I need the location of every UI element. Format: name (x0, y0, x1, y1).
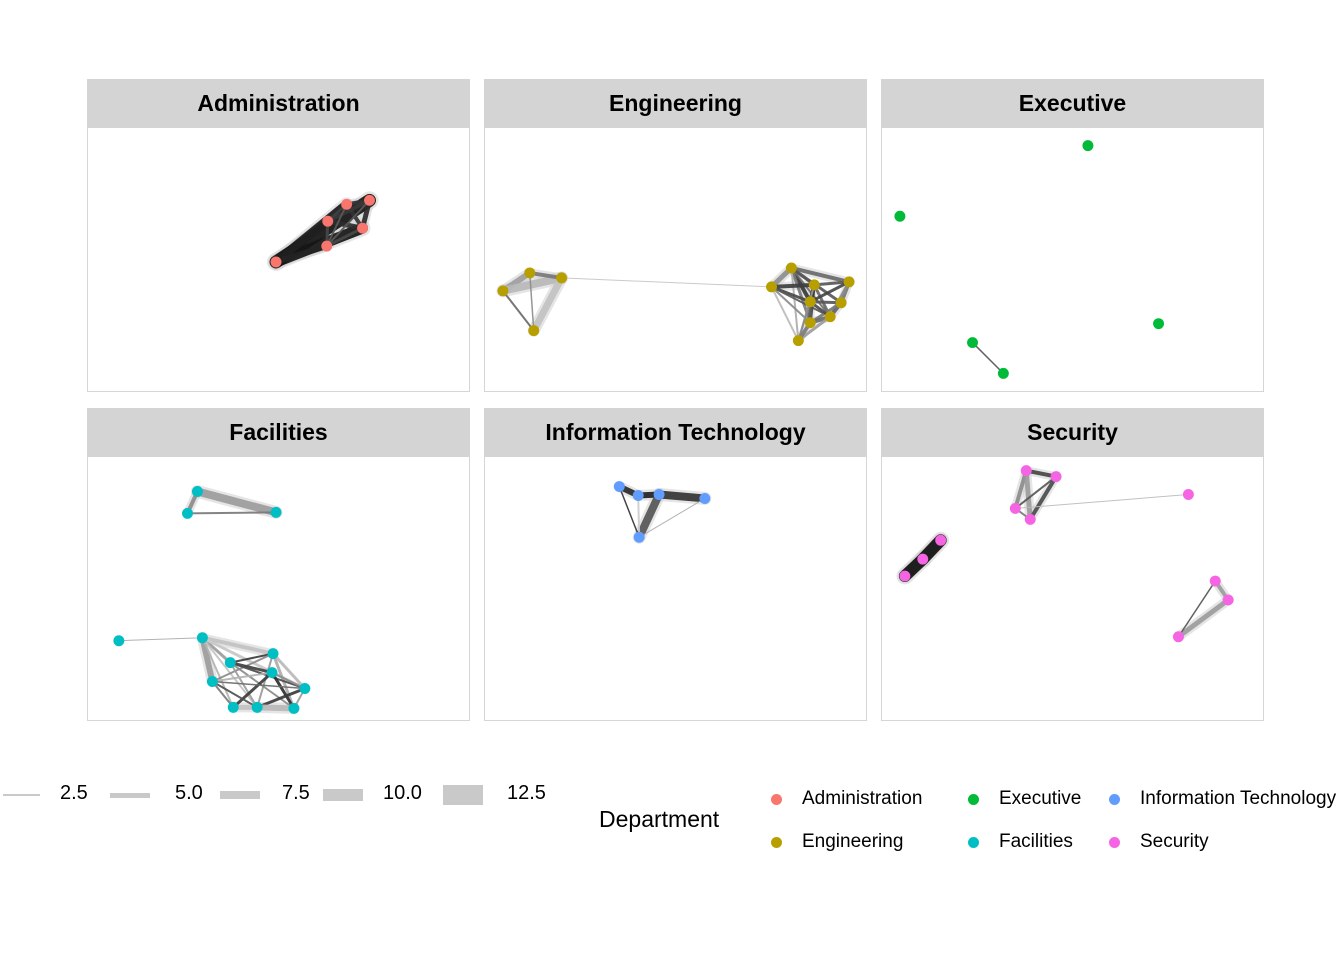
facet-title: Facilities (229, 419, 328, 445)
facet-panel (484, 128, 867, 392)
facet-title: Information Technology (545, 419, 806, 445)
facet-strip: Security (881, 408, 1264, 457)
legend-entry-engineering: Engineering (771, 831, 903, 853)
facet-strip: Executive (881, 79, 1264, 128)
edge-width-label: 12.5 (507, 782, 546, 804)
facet-facilities: Facilities (87, 408, 470, 721)
network-graph-executive (894, 140, 1165, 379)
legend-entry-facilities: Facilities (968, 831, 1073, 853)
facet-panel (87, 457, 470, 721)
legend-label: Information Technology (1140, 788, 1337, 809)
facet-strip: Engineering (484, 79, 867, 128)
administration-dot-icon (771, 793, 782, 805)
engineering-dot-icon (771, 836, 782, 848)
legend-entry-executive: Executive (968, 788, 1081, 810)
edge-width-label: 7.5 (282, 782, 310, 804)
facet-administration: Administration (87, 79, 470, 392)
facet-executive: Executive (881, 79, 1264, 392)
network-graph-security (896, 465, 1234, 643)
edge-width-label: 10.0 (383, 782, 422, 804)
facet-title: Administration (197, 90, 360, 116)
facet-engineering: Engineering (484, 79, 867, 392)
facet-title: Engineering (609, 90, 742, 116)
legend-label: Administration (802, 788, 923, 809)
edge-width-key-10-0 (323, 789, 363, 801)
facilities-dot-icon (968, 836, 979, 848)
information-technology-dot-icon (1109, 793, 1120, 805)
edge-width-key-7-5 (220, 791, 260, 799)
network-graph-security (613, 481, 712, 544)
legend-entry-administration: Administration (771, 788, 922, 810)
facet-information-technology: Information Technology (484, 408, 867, 721)
facet-title: Executive (1018, 90, 1127, 116)
network-graph-administration (267, 191, 379, 271)
network-graph-engineering (496, 262, 855, 347)
facet-strip: Administration (87, 79, 470, 128)
facet-strip: Information Technology (484, 408, 867, 457)
legend-entry-information-technology: Information Technology (1109, 788, 1336, 810)
edge-width-key-12-5 (443, 785, 483, 805)
executive-dot-icon (968, 793, 979, 805)
legend-label: Executive (999, 788, 1082, 809)
facet-strip: Facilities (87, 408, 470, 457)
edge-width-label: 2.5 (60, 782, 88, 804)
facet-panel (881, 128, 1264, 392)
legend-label: Security (1140, 831, 1209, 852)
edge-width-key-2-5 (3, 794, 40, 796)
legend-label: Engineering (802, 831, 904, 852)
facet-panel (484, 457, 867, 721)
department-legend-title: Department (599, 806, 720, 832)
legend-label: Facilities (999, 831, 1073, 852)
facet-panel (881, 457, 1264, 721)
facet-panel (87, 128, 470, 392)
legend-entry-security: Security (1109, 831, 1209, 853)
edge-width-label: 5.0 (175, 782, 203, 804)
edge-width-key-5-0 (110, 792, 150, 798)
security-dot-icon (1109, 836, 1120, 848)
network-graph-facilities (113, 485, 311, 714)
facet-security: Security (881, 408, 1264, 721)
facet-title: Security (1027, 419, 1118, 445)
